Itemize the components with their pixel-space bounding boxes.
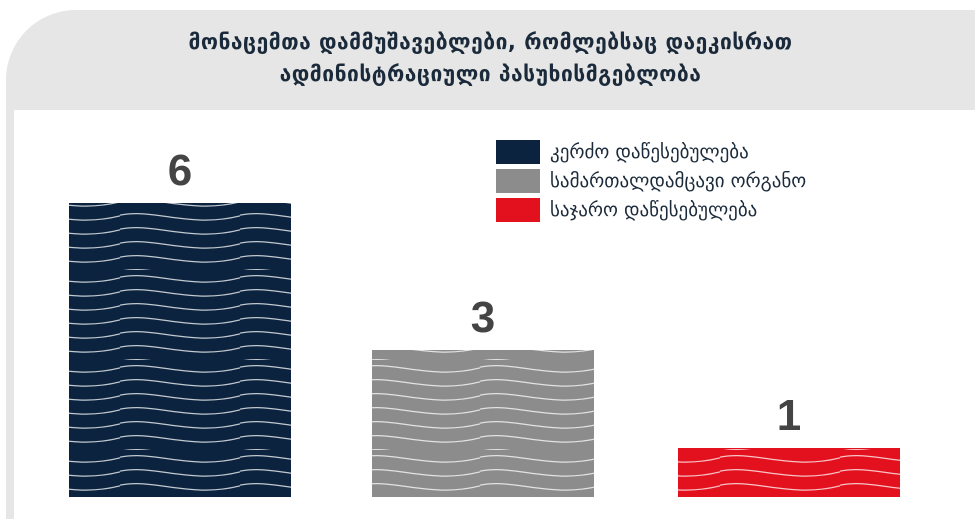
chart-title-line-2: ადმინისტრაციული პასუხისმგებლობა [279,62,702,86]
legend-swatch-public [496,197,540,222]
legend-label-public: საჯარო დაწესებულება [550,198,758,221]
bar-texture-3 [678,448,900,497]
legend-item-public: საჯარო დაწესებულება [496,195,806,224]
legend-swatch-private [496,139,540,164]
legend-swatch-law-enforcement [496,168,540,193]
bar-value-label-2: 3 [471,293,495,342]
legend-item-law-enforcement: სამართალდამცავი ორგანო [496,166,806,195]
chart-title: მონაცემთა დამმუშავებლები, რომლებსაც დაეკ… [6,26,975,90]
chart-header: მონაცემთა დამმუშავებლები, რომლებსაც დაეკ… [6,10,975,110]
bar-texture-1 [69,203,291,497]
chart-title-line-1: მონაცემთა დამმუშავებლები, რომლებსაც დაეკ… [188,30,793,54]
legend-label-private: კერძო დაწესებულება [550,140,749,163]
legend-label-law-enforcement: სამართალდამცავი ორგანო [550,169,807,192]
bar-value-label-1: 6 [168,146,192,195]
bar-texture-2 [372,350,594,497]
legend-item-private: კერძო დაწესებულება [496,137,806,166]
chart-legend: კერძო დაწესებულება სამართალდამცავი ორგან… [496,137,806,224]
bar-value-label-3: 1 [777,391,801,440]
